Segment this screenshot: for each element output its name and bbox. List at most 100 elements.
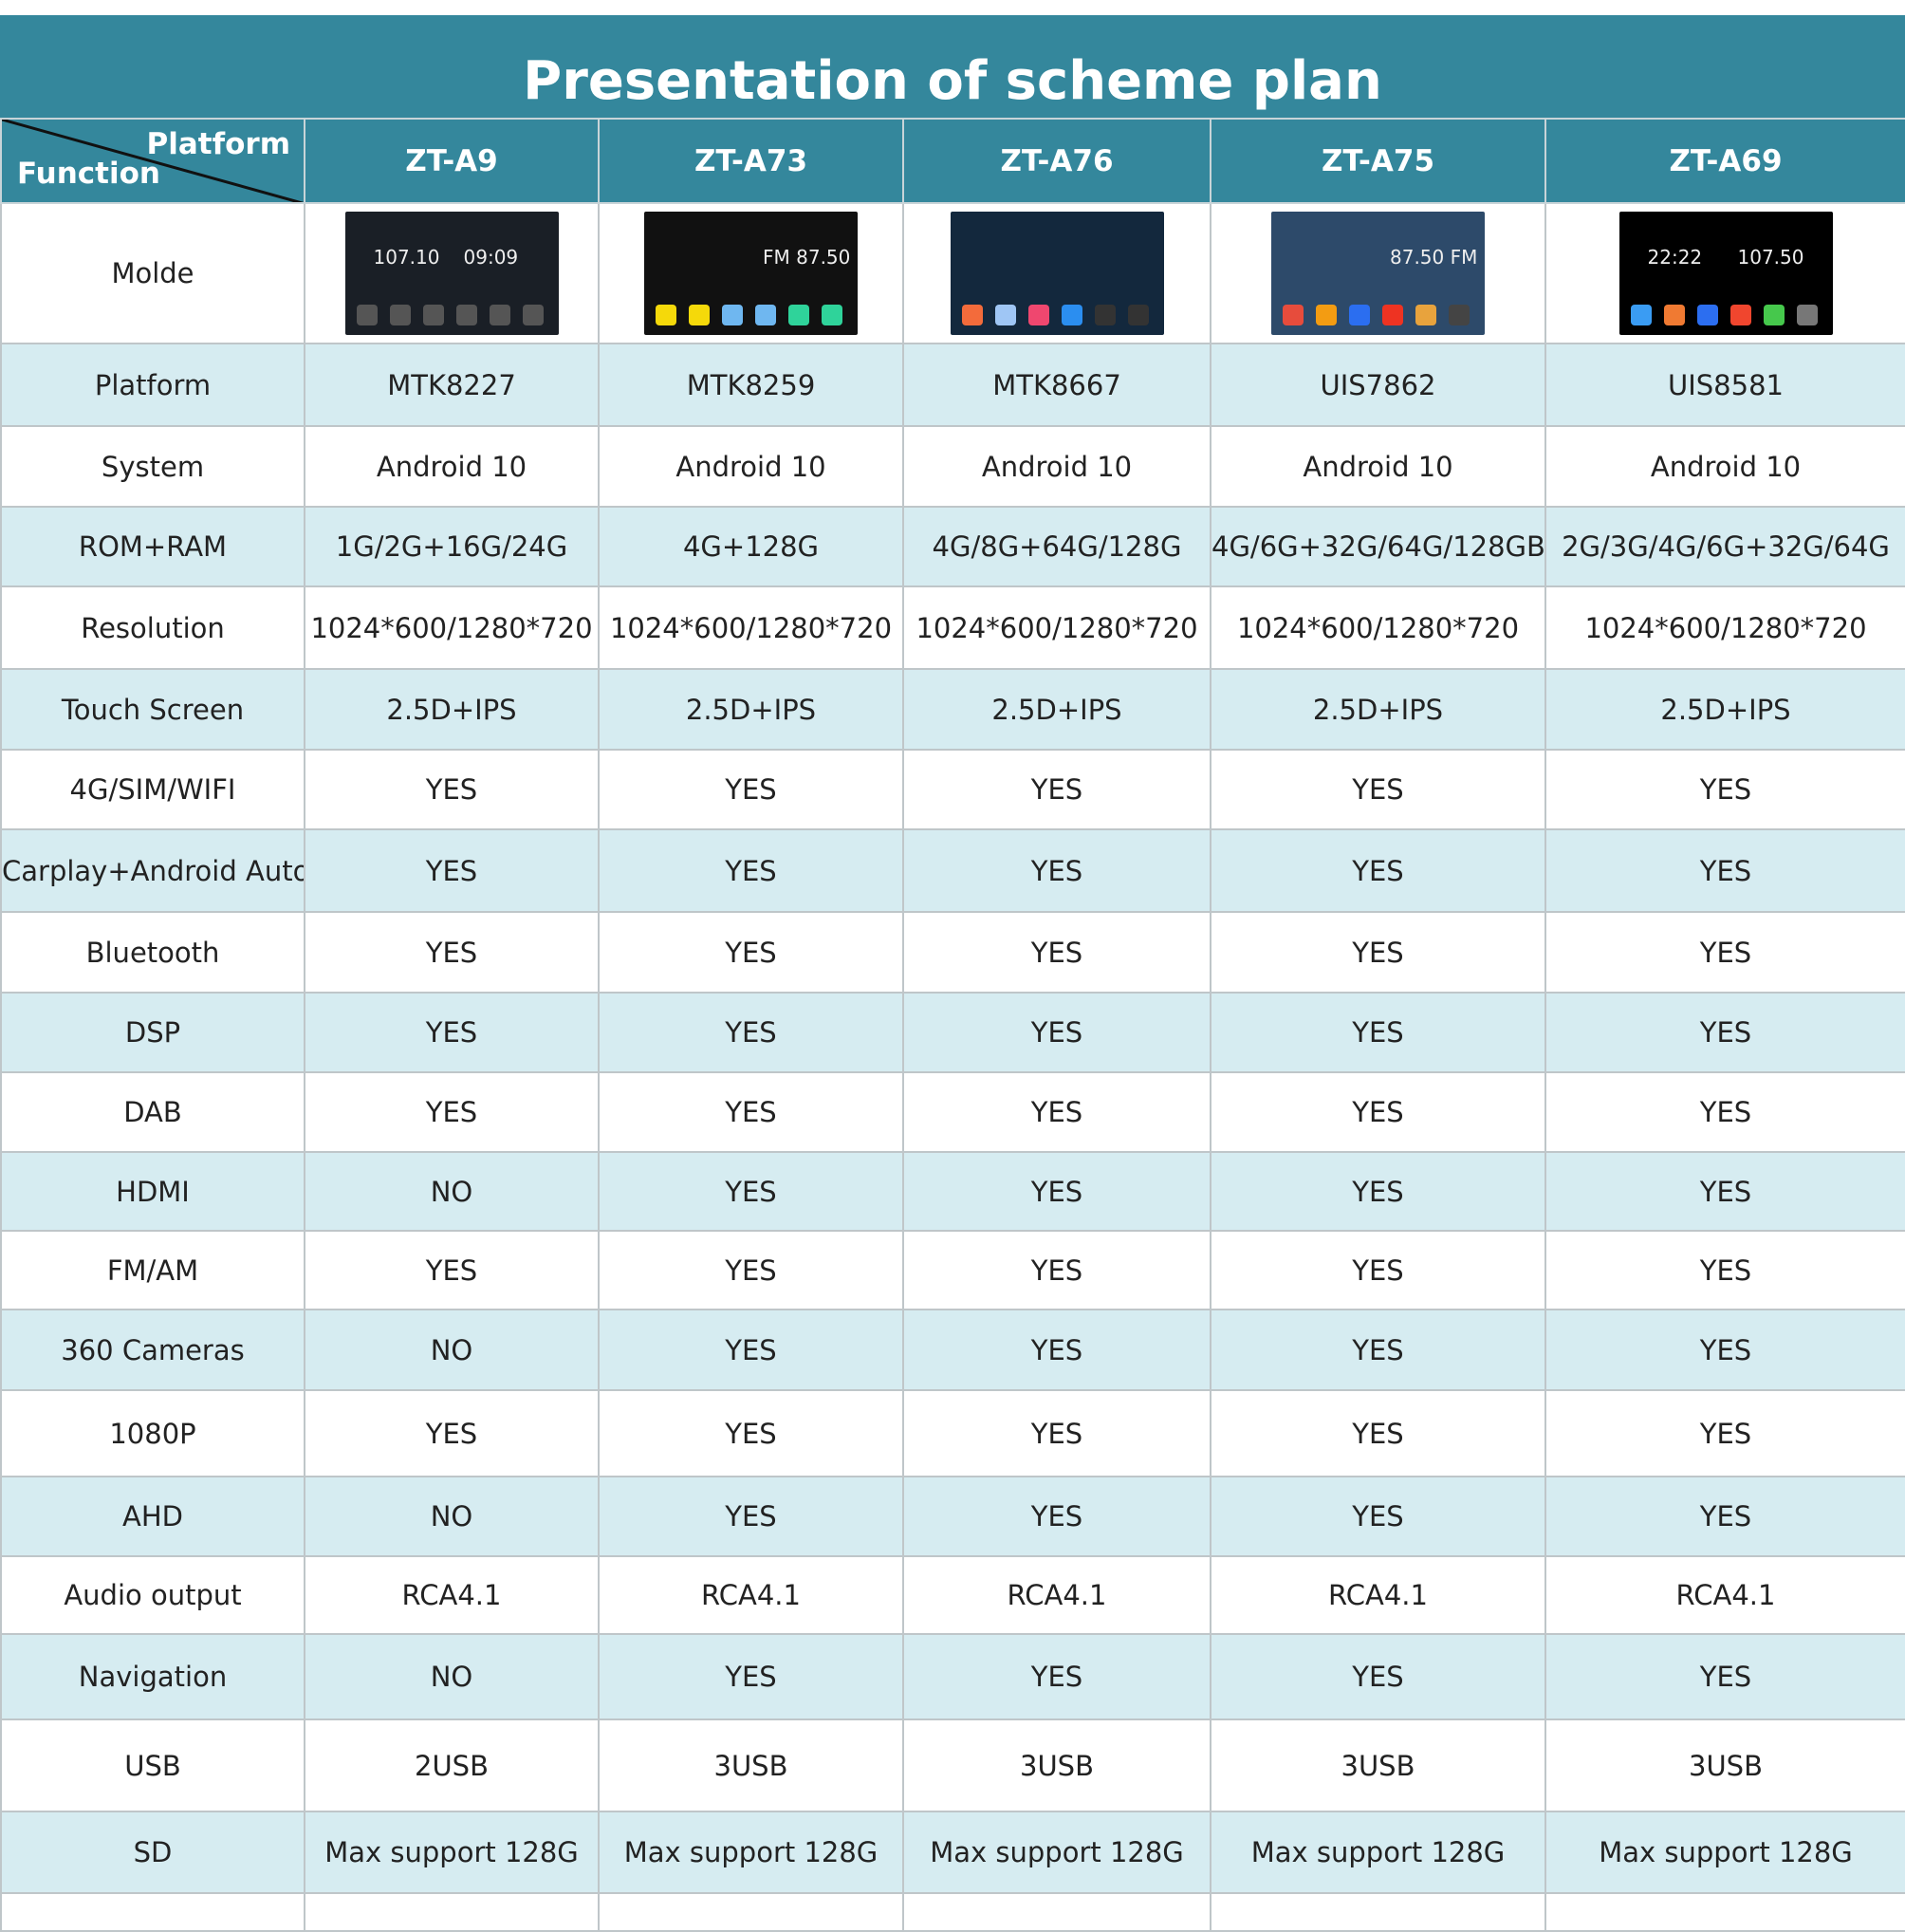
model-image-cell: FM 87.50 (598, 202, 904, 344)
spec-value: 2.5D+IPS (1544, 668, 1905, 751)
table-row: Audio output RCA4.1 RCA4.1 RCA4.1 RCA4.1 RCA4… (0, 1555, 1905, 1635)
spec-value: YES (902, 749, 1211, 830)
spec-value: YES (304, 911, 600, 994)
app-icon (961, 305, 983, 325)
spec-value: YES (598, 911, 904, 994)
table-row: 360 Cameras NO YES YES YES YES (0, 1309, 1905, 1391)
table-row: AHD NO YES YES YES YES (0, 1476, 1905, 1557)
table-row: USB 2USB 3USB 3USB 3USB 3USB (0, 1718, 1905, 1812)
spec-value: YES (598, 1633, 904, 1720)
row-label: Navigation (0, 1633, 305, 1720)
spec-value: YES (1544, 1633, 1905, 1720)
spec-value: YES (1210, 1309, 1546, 1391)
spec-value: YES (1210, 1476, 1546, 1557)
spec-value: UIS7862 (1210, 343, 1546, 427)
row-label: Platform (0, 343, 305, 427)
app-icon (1415, 305, 1436, 325)
app-icon (1696, 305, 1718, 325)
model-header: ZT-A76 (902, 118, 1211, 204)
empty-cell (0, 1892, 305, 1932)
row-label: 360 Cameras (0, 1309, 305, 1391)
spec-value: MTK8227 (304, 343, 600, 427)
app-icon (1663, 305, 1685, 325)
row-label: USB (0, 1718, 305, 1812)
table-row: Touch Screen 2.5D+IPS 2.5D+IPS 2.5D+IPS 2.5D… (0, 668, 1905, 751)
spec-value: YES (1210, 1389, 1546, 1477)
app-icon (1382, 305, 1403, 325)
function-header: Function (17, 157, 160, 191)
row-label: Bluetooth (0, 911, 305, 994)
spec-value: Max support 128G (1210, 1811, 1546, 1894)
app-icon (755, 305, 776, 325)
spec-value: YES (1210, 992, 1546, 1073)
spec-value: Max support 128G (598, 1811, 904, 1894)
app-icon (1316, 305, 1337, 325)
spec-value: YES (1210, 1151, 1546, 1232)
spec-value: Android 10 (902, 425, 1211, 508)
app-icon (722, 305, 743, 325)
spec-value: Max support 128G (1544, 1811, 1905, 1894)
spec-value: 3USB (902, 1718, 1211, 1812)
model-header: ZT-A9 (304, 118, 600, 204)
table-row: Navigation NO YES YES YES YES (0, 1633, 1905, 1720)
spec-value: YES (304, 828, 600, 913)
spec-value: YES (598, 1389, 904, 1477)
screen-text: 107.50 (1737, 246, 1804, 269)
spec-value: YES (1210, 749, 1546, 830)
spec-value: RCA4.1 (1544, 1555, 1905, 1635)
screen-text: 107.10 (373, 246, 440, 269)
head-unit-screenshot: 107.10 09:09 (344, 212, 559, 335)
spec-value: 2.5D+IPS (1210, 668, 1546, 751)
spec-value: 2G/3G/4G/6G+32G/64G (1544, 506, 1905, 587)
spec-value: YES (598, 1476, 904, 1557)
row-label: AHD (0, 1476, 305, 1557)
spec-value: YES (1544, 1071, 1905, 1153)
spec-value: Android 10 (304, 425, 600, 508)
diagonal-divider (3, 121, 301, 201)
spec-value: YES (304, 1230, 600, 1310)
head-unit-screenshot (950, 212, 1164, 335)
app-icon (422, 305, 444, 325)
spec-value: YES (1544, 1389, 1905, 1477)
table-row: ROM+RAM 1G/2G+16G/24G 4G+128G 4G/8G+64G/128… (0, 506, 1905, 587)
app-icon (489, 305, 510, 325)
spec-value: YES (304, 992, 600, 1073)
spec-value: YES (598, 992, 904, 1073)
row-label: DAB (0, 1071, 305, 1153)
app-icon (656, 305, 676, 325)
row-label: Resolution (0, 585, 305, 670)
table-row: FM/AM YES YES YES YES YES (0, 1230, 1905, 1310)
spec-value: YES (902, 1476, 1211, 1557)
app-icon (522, 305, 544, 325)
spec-value: YES (304, 749, 600, 830)
table-row: DAB YES YES YES YES YES (0, 1071, 1905, 1153)
spec-value: YES (902, 1230, 1211, 1310)
table-row: 1080P YES YES YES YES YES (0, 1389, 1905, 1477)
app-icon (1729, 305, 1751, 325)
spec-value: YES (1210, 1230, 1546, 1310)
spec-value: RCA4.1 (1210, 1555, 1546, 1635)
spec-value: YES (902, 1071, 1211, 1153)
spec-value: YES (902, 1633, 1211, 1720)
spec-value: YES (902, 1389, 1211, 1477)
row-label: Touch Screen (0, 668, 305, 751)
spec-value: 1024*600/1280*720 (1210, 585, 1546, 670)
table-row: DSP YES YES YES YES YES (0, 992, 1905, 1073)
row-label: FM/AM (0, 1230, 305, 1310)
spec-value: 1024*600/1280*720 (598, 585, 904, 670)
spec-value: 2.5D+IPS (304, 668, 600, 751)
model-header: ZT-A73 (598, 118, 904, 204)
spec-value: YES (598, 1151, 904, 1232)
app-icon (1061, 305, 1082, 325)
spec-value: 4G/6G+32G/64G/128GB (1210, 506, 1546, 587)
spec-value: MTK8667 (902, 343, 1211, 427)
spec-value: Android 10 (1544, 425, 1905, 508)
spec-value: YES (1210, 1633, 1546, 1720)
model-header: ZT-A75 (1210, 118, 1546, 204)
row-label: 1080P (0, 1389, 305, 1477)
platform-header: Platform (146, 127, 290, 161)
app-icon (1763, 305, 1785, 325)
spec-value: 2.5D+IPS (902, 668, 1211, 751)
row-label: Carplay+Android Auto (0, 828, 305, 913)
app-icon (1449, 305, 1470, 325)
